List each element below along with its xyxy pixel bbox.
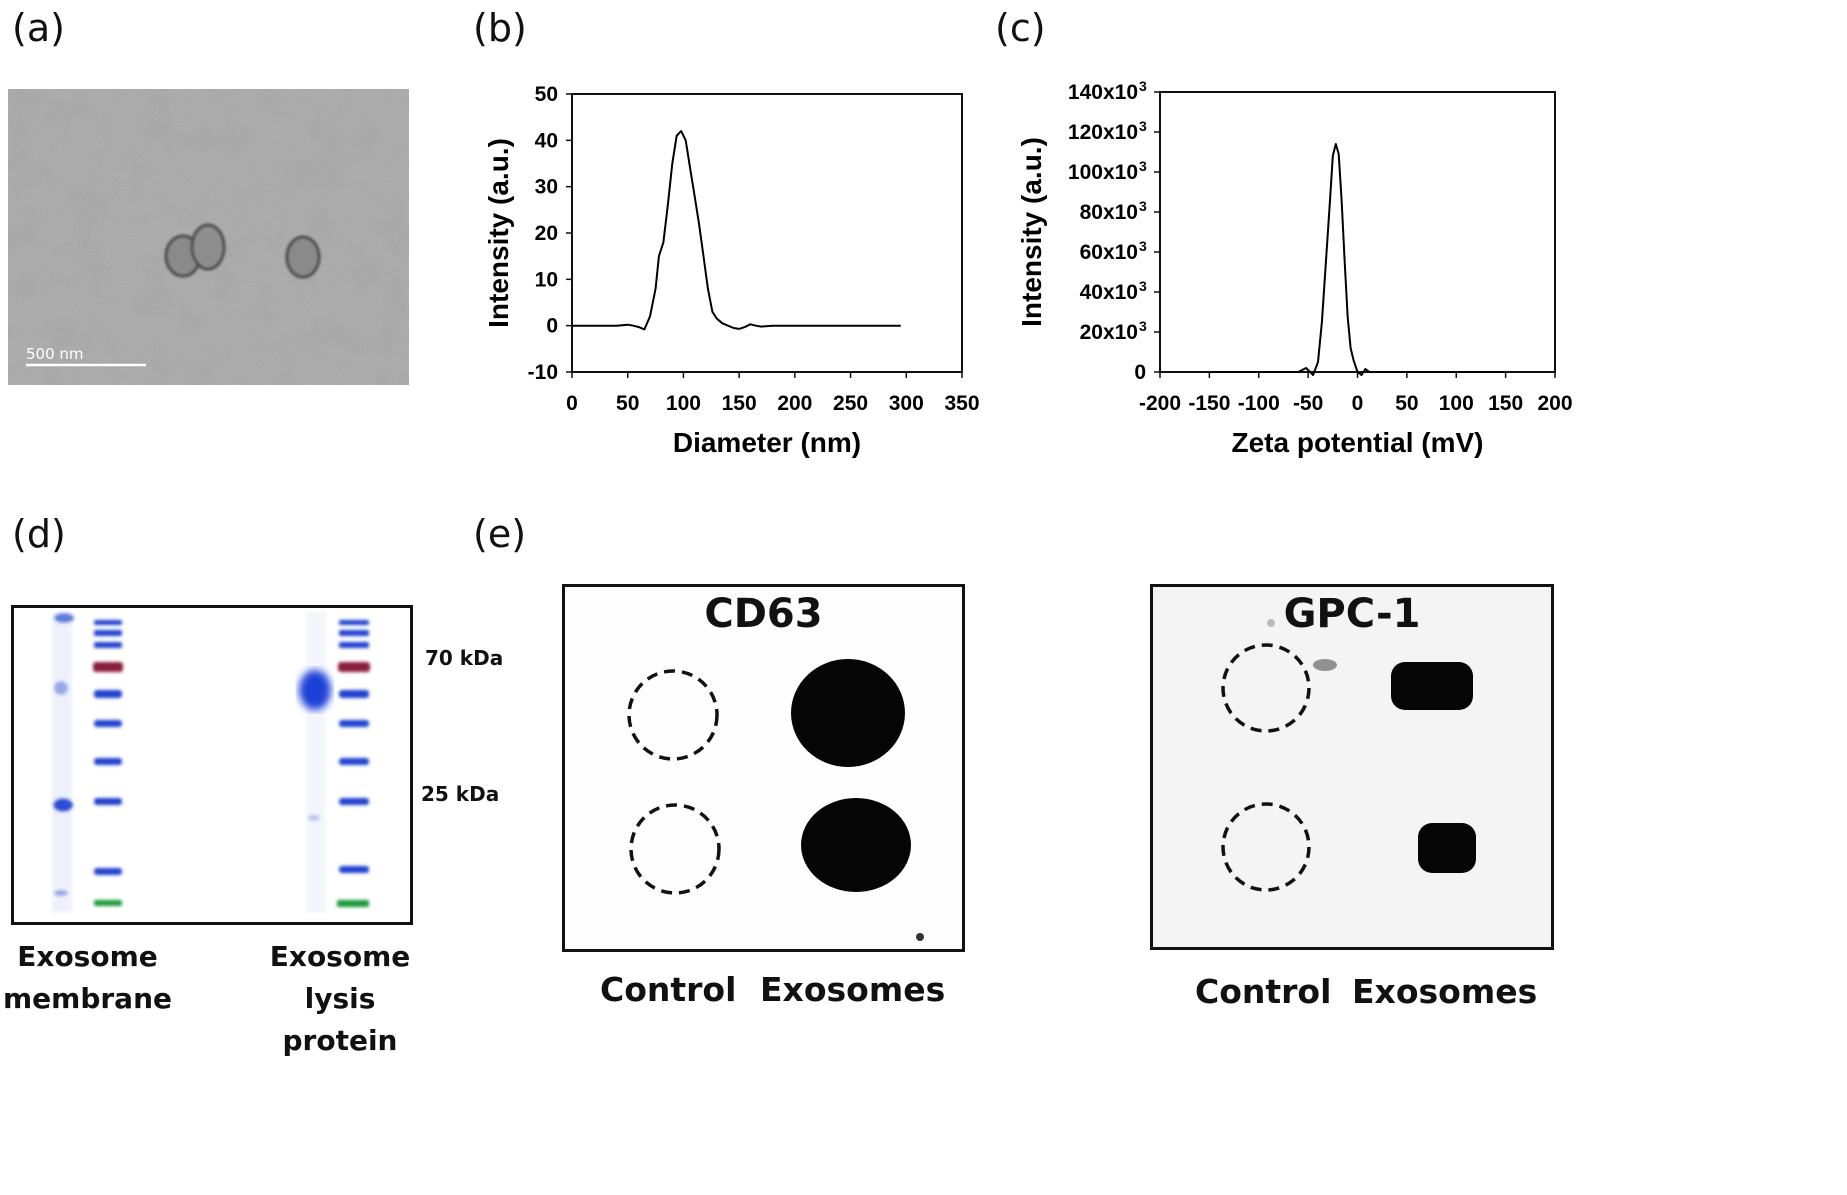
dot-blot-cd63: CD63 <box>562 584 965 952</box>
x-axis-label: Diameter (nm) <box>673 427 861 458</box>
y-tick-label: -10 <box>528 361 558 384</box>
lane-label-lysis-line1: Exosome <box>269 940 411 973</box>
y-tick-label: 80x10 <box>1080 201 1138 224</box>
lysis-protein-band <box>299 670 331 710</box>
gel-image <box>11 605 413 925</box>
chart-b: 0 50 100 150 200 250 300 350 -10 0 10 20 30 40 50 Diame… <box>483 83 980 458</box>
y-tick-label: 140x10 <box>1068 81 1138 104</box>
x-tick-label: 350 <box>944 392 979 415</box>
marker-label-25kda: 25 kDa <box>421 782 500 806</box>
x-tick-label: -200 <box>1139 392 1181 415</box>
gel-lanes <box>52 612 370 912</box>
y-tick-label: 0 <box>1134 361 1146 384</box>
cd63-column-control: Control <box>600 970 737 1009</box>
y-tick-label: 40x10 <box>1080 281 1138 304</box>
x-axis-label: Zeta potential (mV) <box>1231 427 1483 458</box>
y-axis-label: Intensity (a.u.) <box>483 138 514 328</box>
panel-d-letter: (d) <box>12 512 66 556</box>
control-circle <box>629 803 721 895</box>
x-tick-label: -100 <box>1238 392 1280 415</box>
lane-label-lysis-line2: lysis protein <box>282 982 398 1057</box>
y-tick-exponent: 3 <box>1139 318 1147 334</box>
y-tick-label: 20x10 <box>1080 321 1138 344</box>
gpc1-column-exosomes: Exosomes <box>1352 972 1538 1011</box>
y-tick-label: 10 <box>535 268 558 291</box>
lane-label-lysis: Exosome lysis protein <box>245 936 435 1062</box>
x-tick-label: 150 <box>722 392 757 415</box>
y-tick-exponent: 3 <box>1139 158 1147 174</box>
y-tick-label: 0 <box>546 315 558 338</box>
y-tick-exponent: 3 <box>1139 278 1147 294</box>
x-tick-label: 300 <box>889 392 924 415</box>
x-tick-label: 50 <box>1395 392 1418 415</box>
x-tick-label: 100 <box>1439 392 1474 415</box>
gpc1-dots <box>1221 619 1476 892</box>
marker-label-70kda: 70 kDa <box>425 646 504 670</box>
exosome-dot <box>1418 823 1476 873</box>
blot-title-gpc1: GPC-1 <box>1283 591 1421 637</box>
x-tick-label: -50 <box>1293 392 1323 415</box>
data-line <box>572 130 901 331</box>
exosome-dot <box>791 659 905 767</box>
gpc1-column-control: Control <box>1195 972 1332 1011</box>
y-tick-label: 60x10 <box>1080 241 1138 264</box>
cd63-column-exosomes: Exosomes <box>760 970 946 1009</box>
y-tick-label: 40 <box>535 129 558 152</box>
plot-frame <box>571 93 963 373</box>
x-tick-label: 100 <box>666 392 701 415</box>
control-circle <box>627 669 719 761</box>
panel-c-letter: (c) <box>995 6 1046 50</box>
y-tick-exponent: 3 <box>1139 238 1147 254</box>
vesicles <box>164 223 321 279</box>
panel-a-letter: (a) <box>12 6 65 50</box>
exosome-dot <box>1391 662 1473 710</box>
lane-label-membrane-line2: membrane <box>2 982 172 1015</box>
blot-title-cd63: CD63 <box>704 591 823 637</box>
x-tick-label: 200 <box>777 392 812 415</box>
x-tick-label: 250 <box>833 392 868 415</box>
x-tick-label: 200 <box>1537 392 1572 415</box>
control-circle <box>1221 802 1311 892</box>
x-tick-label: 50 <box>616 392 639 415</box>
y-tick-exponent: 3 <box>1139 78 1147 94</box>
scale-bar-label: 500 nm <box>26 345 84 363</box>
tem-image: 500 nm <box>8 89 409 385</box>
cd63-dots <box>627 659 924 941</box>
y-tick-label: 20 <box>535 222 558 245</box>
x-tick-label: 150 <box>1488 392 1523 415</box>
y-tick-exponent: 3 <box>1139 118 1147 134</box>
dot-blot-gpc1: GPC-1 <box>1150 584 1554 950</box>
x-tick-label: 0 <box>566 392 578 415</box>
y-tick-label: 30 <box>535 176 558 199</box>
panel-b-letter: (b) <box>473 6 527 50</box>
exosome-dot <box>801 798 911 892</box>
control-circle <box>1221 643 1311 733</box>
y-tick-label: 50 <box>535 83 558 106</box>
y-tick-exponent: 3 <box>1139 198 1147 214</box>
y-tick-label: 120x10 <box>1068 121 1138 144</box>
x-tick-label: -150 <box>1188 392 1230 415</box>
x-tick-label: 0 <box>1352 392 1364 415</box>
panel-e-letter: (e) <box>473 512 527 556</box>
tem-micrograph: 500 nm <box>8 89 409 385</box>
lane-label-membrane: Exosome membrane <box>0 936 175 1020</box>
y-tick-label: 100x10 <box>1068 161 1138 184</box>
y-axis-label: Intensity (a.u.) <box>1016 137 1047 327</box>
lane-label-membrane-line1: Exosome <box>17 940 158 973</box>
plot-frame <box>1159 91 1556 373</box>
data-line <box>1209 143 1506 376</box>
